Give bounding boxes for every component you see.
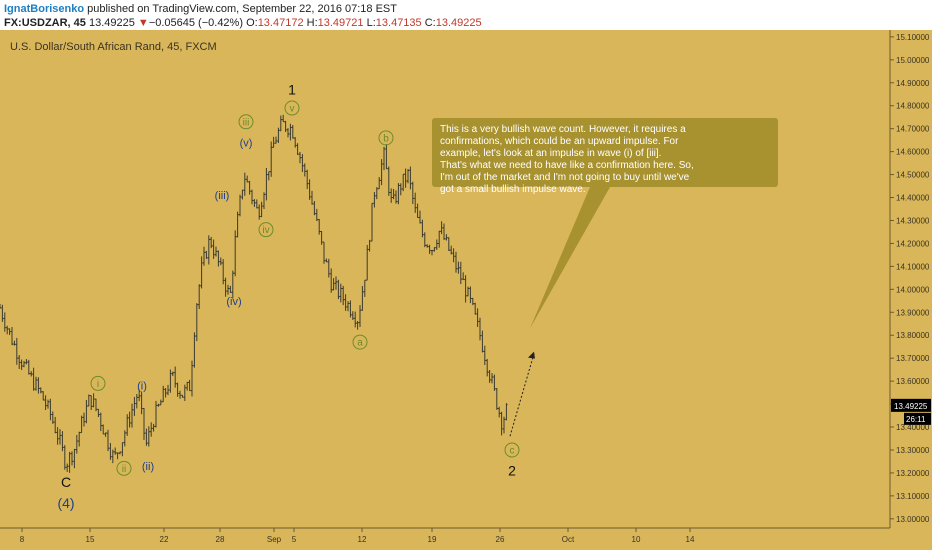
x-tick-label: 10 [632,535,641,544]
wave-label: iv [262,225,269,236]
wave-label: (4) [57,495,74,511]
wave-label: (ii) [142,461,154,473]
x-tick-label: 28 [216,535,225,544]
down-arrow-icon: ▼ [137,17,149,29]
callout-tail [530,187,610,329]
close-value: 13.49225 [435,17,482,29]
last-price-text: 13.49225 [894,402,928,411]
callout-text-line: That's what we need to have like a confi… [440,160,694,171]
wave-label: a [357,338,363,349]
y-tick-label: 14.80000 [896,102,930,111]
last-price-tag [891,398,931,412]
open-value: 13.47172 [257,17,304,29]
callout-text-line: confirmations, which could be an upward … [440,136,679,147]
y-tick-label: 15.00000 [896,56,930,65]
countdown-text: 26:11 [906,415,926,424]
open-label: O: [246,17,258,29]
y-tick-label: 13.60000 [896,377,930,386]
wave-label: (v) [240,137,253,149]
wave-circle [504,442,520,458]
y-tick-label: 15.10000 [896,33,930,42]
wave-circle [90,375,106,391]
x-tick-label: 8 [20,535,25,544]
wave-circle [284,100,300,116]
y-tick-label: 14.20000 [896,239,930,248]
callout-text-line: This is a very bullish wave count. Howev… [440,124,686,135]
wave-label: (iii) [215,190,230,202]
y-tick-label: 14.40000 [896,194,930,203]
y-tick-label: 14.30000 [896,216,930,225]
x-tick-label: 15 [86,535,95,544]
wave-circle [258,222,274,238]
publish-line: IgnatBorisenko published on TradingView.… [4,3,397,15]
low-value: 13.47135 [375,17,422,29]
y-tick-label: 13.90000 [896,308,930,317]
x-tick-label: 14 [686,535,695,544]
wave-label: ii [122,464,126,475]
y-tick-label: 14.70000 [896,125,930,134]
y-tick-label: 14.60000 [896,148,930,157]
x-tick-label: 22 [160,535,169,544]
callout-text-line: got a small bullish impulse wave. [440,184,586,195]
y-tick-label: 13.10000 [896,492,930,501]
wave-circle [352,334,368,350]
y-tick-label: 13.20000 [896,469,930,478]
callout-text-line: example, let's look at an impulse in wav… [440,148,661,159]
last-price: 13.49225 [88,17,135,29]
quote-line: FX:USDZAR, 45 13.49225 ▼−0.05645 (−0.42%… [4,17,482,29]
x-tick-label: 5 [292,535,297,544]
y-tick-label: 13.80000 [896,331,930,340]
author-link[interactable]: IgnatBorisenko [4,3,85,15]
y-tick-label: 14.10000 [896,262,930,271]
wave-circle [378,130,394,146]
x-tick-label: 19 [428,535,437,544]
wave-label: 2 [508,463,516,479]
wave-label: 1 [288,82,296,98]
y-tick-label: 14.00000 [896,285,930,294]
wave-label: v [290,104,295,115]
callout-text-line: I'm out of the market and I'm not going … [440,172,690,183]
y-tick-label: 14.90000 [896,79,930,88]
chart-header: IgnatBorisenko published on TradingView.… [0,0,932,30]
x-tick-label: 12 [358,535,367,544]
wave-circle [116,460,132,476]
y-tick-label: 13.30000 [896,446,930,455]
chart-title: U.S. Dollar/South African Rand, 45, FXCM [10,41,217,53]
low-label: L: [366,17,376,29]
y-tick-label: 13.70000 [896,354,930,363]
wave-label: c [510,445,515,456]
close-label: C: [424,17,436,29]
x-tick-label: 26 [496,535,505,544]
wave-circle [238,114,254,130]
wave-label: i [97,379,99,390]
countdown-tag [904,412,931,425]
callout-box [432,118,778,187]
symbol-label: FX:USDZAR, 45 [4,17,86,29]
wave-label: iii [243,117,250,128]
high-value: 13.49721 [317,17,364,29]
x-tick-label: Sep [267,535,282,544]
price-chart[interactable]: 15.10000 15.00000 14.90000 14.80000 14.70000… [0,30,932,550]
wave-label: C [61,474,71,490]
x-tick-label: Oct [562,535,575,544]
wave-label: (i) [137,381,147,393]
y-tick-label: 14.50000 [896,171,930,180]
y-tick-label: 13.40000 [896,423,930,432]
projection-arrowhead [528,351,535,359]
wave-label: (iv) [226,296,241,308]
y-tick-label: 13.00000 [896,515,930,524]
wave-label: b [383,133,389,144]
candles [0,114,508,473]
publish-info: published on TradingView.com, September … [84,3,397,15]
high-label: H: [306,17,318,29]
price-change: −0.05645 (−0.42%) [148,17,243,29]
